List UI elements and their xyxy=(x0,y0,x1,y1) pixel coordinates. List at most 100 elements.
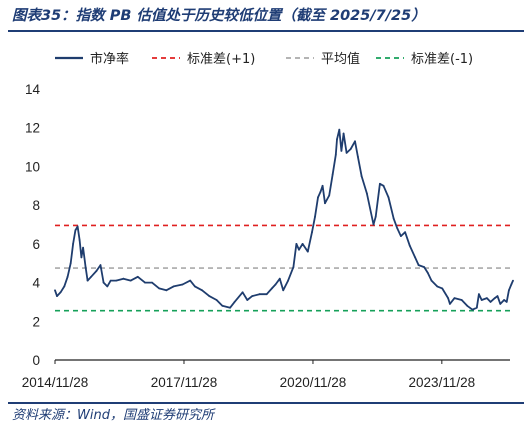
pb-point-2021-03-10 xyxy=(324,202,326,205)
legend-label-3: 标准差(-1) xyxy=(411,52,473,67)
legend-label-1: 标准差(+1) xyxy=(187,52,255,67)
pb-point-2022-06-20 xyxy=(379,182,381,185)
pb-point-2015-07-10 xyxy=(80,256,83,259)
pb-point-2022-04-26 xyxy=(372,223,375,226)
x-tick-2014-11-28: 2014/11/28 xyxy=(22,375,89,390)
pb-point-2017-05-01 xyxy=(158,287,161,290)
pb-point-2024-07-01 xyxy=(466,304,469,307)
pb-point-2022-07-20 xyxy=(382,184,385,187)
legend-label-0: 市净率 xyxy=(90,51,129,67)
pb-point-2023-03-01 xyxy=(408,244,411,247)
pb-point-2020-06-15 xyxy=(292,266,295,268)
pb-point-2016-01-15 xyxy=(102,281,105,284)
pb-point-2025-05-10 xyxy=(503,299,505,301)
pb-point-2014-11-28 xyxy=(54,289,56,292)
pb-point-2023-05-15 xyxy=(417,264,420,266)
x-tick-2017-11-28: 2017/11/28 xyxy=(151,375,218,390)
pb-point-2025-03-15 xyxy=(496,295,499,297)
pb-point-2021-06-10 xyxy=(334,153,337,156)
pb-point-2016-09-01 xyxy=(129,279,132,282)
pb-point-2023-10-20 xyxy=(436,285,439,288)
legend-item-1: 标准差(+1) xyxy=(152,52,255,67)
pb-point-2022-10-15 xyxy=(392,217,395,220)
pb-point-2015-03-15 xyxy=(66,275,69,278)
pb-point-2019-05-20 xyxy=(246,299,249,301)
pb-point-2024-08-15 xyxy=(471,308,474,311)
pb-point-2017-03-01 xyxy=(151,281,153,284)
pb-point-2021-02-18 xyxy=(321,184,324,187)
pb-point-2018-09-01 xyxy=(215,299,218,301)
pb-point-2019-11-01 xyxy=(265,293,268,296)
pb-point-2023-01-20 xyxy=(404,231,406,234)
pb-point-2018-12-25 xyxy=(229,306,232,309)
pb-point-2015-09-01 xyxy=(86,279,89,282)
pb-point-2021-07-10 xyxy=(338,128,341,131)
pb-point-2015-06-08 xyxy=(76,225,79,228)
pb-point-2020-05-01 xyxy=(287,279,289,282)
pb-point-2015-01-15 xyxy=(59,291,62,294)
pb-point-2025-02-20 xyxy=(493,297,496,299)
legend-item-2: 平均值 xyxy=(286,51,360,67)
pb-point-2017-11-15 xyxy=(181,283,184,286)
pb-point-2015-08-15 xyxy=(84,266,87,268)
pb-point-2021-12-15 xyxy=(357,155,359,158)
pb-point-2024-11-01 xyxy=(480,299,483,301)
pb-point-2017-01-01 xyxy=(144,281,146,284)
pb-point-2021-09-10 xyxy=(345,152,348,154)
pb-point-2023-08-01 xyxy=(426,272,429,274)
pb-point-2018-03-01 xyxy=(194,285,196,288)
pb-point-2015-06-25 xyxy=(78,239,81,241)
pb-point-2021-08-15 xyxy=(342,132,345,135)
pb-point-2014-12-15 xyxy=(56,295,58,297)
pb-point-2020-11-20 xyxy=(311,231,313,234)
pb-point-2022-05-15 xyxy=(374,215,377,218)
pb-point-2024-10-08 xyxy=(478,293,480,296)
pb-point-2015-11-15 xyxy=(95,270,98,272)
pb-point-2016-11-01 xyxy=(136,275,139,278)
pb-point-2024-12-15 xyxy=(486,297,488,299)
pb-point-2020-10-15 xyxy=(306,250,309,253)
pb-point-2018-07-01 xyxy=(208,295,211,297)
pb-point-2021-01-10 xyxy=(317,196,319,199)
pb-point-2015-05-20 xyxy=(74,229,77,232)
pb-point-2018-10-20 xyxy=(221,304,224,307)
chart-title: 图表35：指数 PB 估值处于历史较低位置（截至 2025/7/25） xyxy=(12,8,426,24)
y-tick-10: 10 xyxy=(25,159,40,174)
pb-point-2016-07-01 xyxy=(122,277,125,280)
x-tick-2020-11-28: 2020/11/28 xyxy=(280,375,347,390)
title-rule xyxy=(8,30,524,32)
pb-point-2020-09-01 xyxy=(301,243,304,245)
pb-point-2022-03-01 xyxy=(366,192,368,195)
y-tick-4: 4 xyxy=(32,276,40,291)
footer-rule xyxy=(8,402,524,404)
pb-point-2022-01-15 xyxy=(360,175,363,178)
pb-point-2023-04-15 xyxy=(414,256,416,259)
pb-point-2018-01-20 xyxy=(189,279,192,282)
y-tick-2: 2 xyxy=(32,314,40,329)
pb-point-2015-04-10 xyxy=(69,262,72,265)
pb-point-2024-05-15 xyxy=(460,299,463,301)
legend-item-0: 市净率 xyxy=(55,51,129,67)
pb-point-2021-11-20 xyxy=(354,140,356,143)
reference-lines xyxy=(55,224,510,312)
pb-point-2023-09-01 xyxy=(430,279,433,282)
pb-point-2020-07-10 xyxy=(295,243,298,245)
pb-point-2015-10-01 xyxy=(90,275,92,278)
pb-point-2017-09-01 xyxy=(172,285,175,288)
pb-point-2025-07-25 xyxy=(512,279,514,282)
pb-point-2025-06-20 xyxy=(508,289,510,292)
pb-point-2019-12-15 xyxy=(271,287,273,290)
axes: 0 2 4 6 8 10 12 14 2014/11/28 2017/11/28 2020/11/2… xyxy=(22,82,510,390)
pb-point-2023-07-01 xyxy=(423,266,426,268)
pb-line-series xyxy=(54,128,514,311)
pb-point-2025-04-08 xyxy=(499,303,502,305)
pb-point-2025-07-10 xyxy=(510,283,513,286)
source-note: 资料来源：Wind，国盛证券研究所 xyxy=(12,408,214,423)
legend-item-3: 标准差(-1) xyxy=(376,52,473,67)
pb-point-2020-12-15 xyxy=(314,215,316,218)
pb-point-2015-02-15 xyxy=(63,285,66,288)
pb-point-2021-05-15 xyxy=(331,173,334,176)
pb-point-2019-07-01 xyxy=(251,295,254,297)
legend-label-2: 平均值 xyxy=(321,51,360,67)
